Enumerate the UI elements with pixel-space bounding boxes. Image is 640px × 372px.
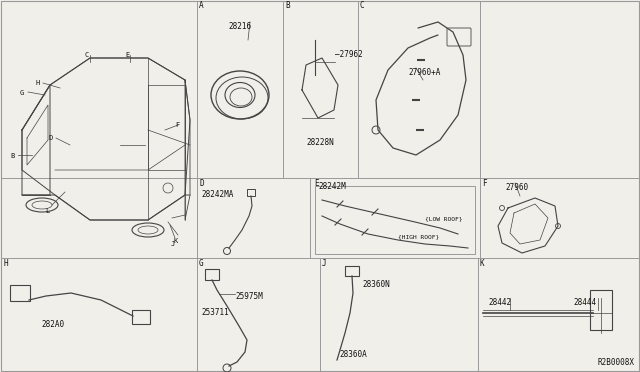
- Text: L: L: [45, 208, 49, 214]
- Text: 25975M: 25975M: [235, 292, 263, 301]
- Text: 28242M: 28242M: [318, 182, 346, 191]
- Text: H: H: [36, 80, 40, 86]
- Text: —27962: —27962: [335, 50, 363, 59]
- Text: 253711: 253711: [201, 308, 228, 317]
- Bar: [205, 269, 219, 280]
- Text: A: A: [199, 1, 204, 10]
- Text: F: F: [175, 122, 179, 128]
- Text: 28360A: 28360A: [339, 350, 367, 359]
- Text: K: K: [174, 238, 178, 244]
- Text: C: C: [360, 1, 365, 10]
- Bar: [345, 266, 359, 276]
- Bar: [590, 290, 612, 330]
- Text: R2B0008X: R2B0008X: [598, 358, 635, 367]
- Text: K: K: [480, 259, 484, 268]
- Text: {LOW ROOF}: {LOW ROOF}: [425, 216, 463, 221]
- Text: E: E: [125, 52, 129, 58]
- Text: B: B: [10, 153, 14, 159]
- Text: 28216: 28216: [228, 22, 252, 31]
- Text: E: E: [314, 179, 319, 188]
- Text: F: F: [482, 179, 486, 188]
- Text: 28228N: 28228N: [306, 138, 334, 147]
- Text: D: D: [199, 179, 204, 188]
- Text: G: G: [199, 259, 204, 268]
- Text: B: B: [285, 1, 290, 10]
- Text: 28242MA: 28242MA: [201, 190, 234, 199]
- Text: 27960+A: 27960+A: [408, 68, 440, 77]
- Text: G: G: [20, 90, 24, 96]
- Text: C: C: [85, 52, 89, 58]
- Bar: [315, 186, 475, 254]
- Text: 282A0: 282A0: [41, 320, 64, 329]
- Text: 27960: 27960: [505, 183, 528, 192]
- Text: J: J: [171, 241, 175, 247]
- Text: 28442: 28442: [488, 298, 511, 307]
- Text: 28360N: 28360N: [362, 280, 390, 289]
- Text: 28444: 28444: [573, 298, 596, 307]
- Text: D: D: [49, 135, 53, 141]
- Text: J: J: [322, 259, 326, 268]
- Bar: [247, 189, 255, 196]
- Text: {HIGH ROOF}: {HIGH ROOF}: [398, 234, 439, 239]
- Text: H: H: [3, 259, 8, 268]
